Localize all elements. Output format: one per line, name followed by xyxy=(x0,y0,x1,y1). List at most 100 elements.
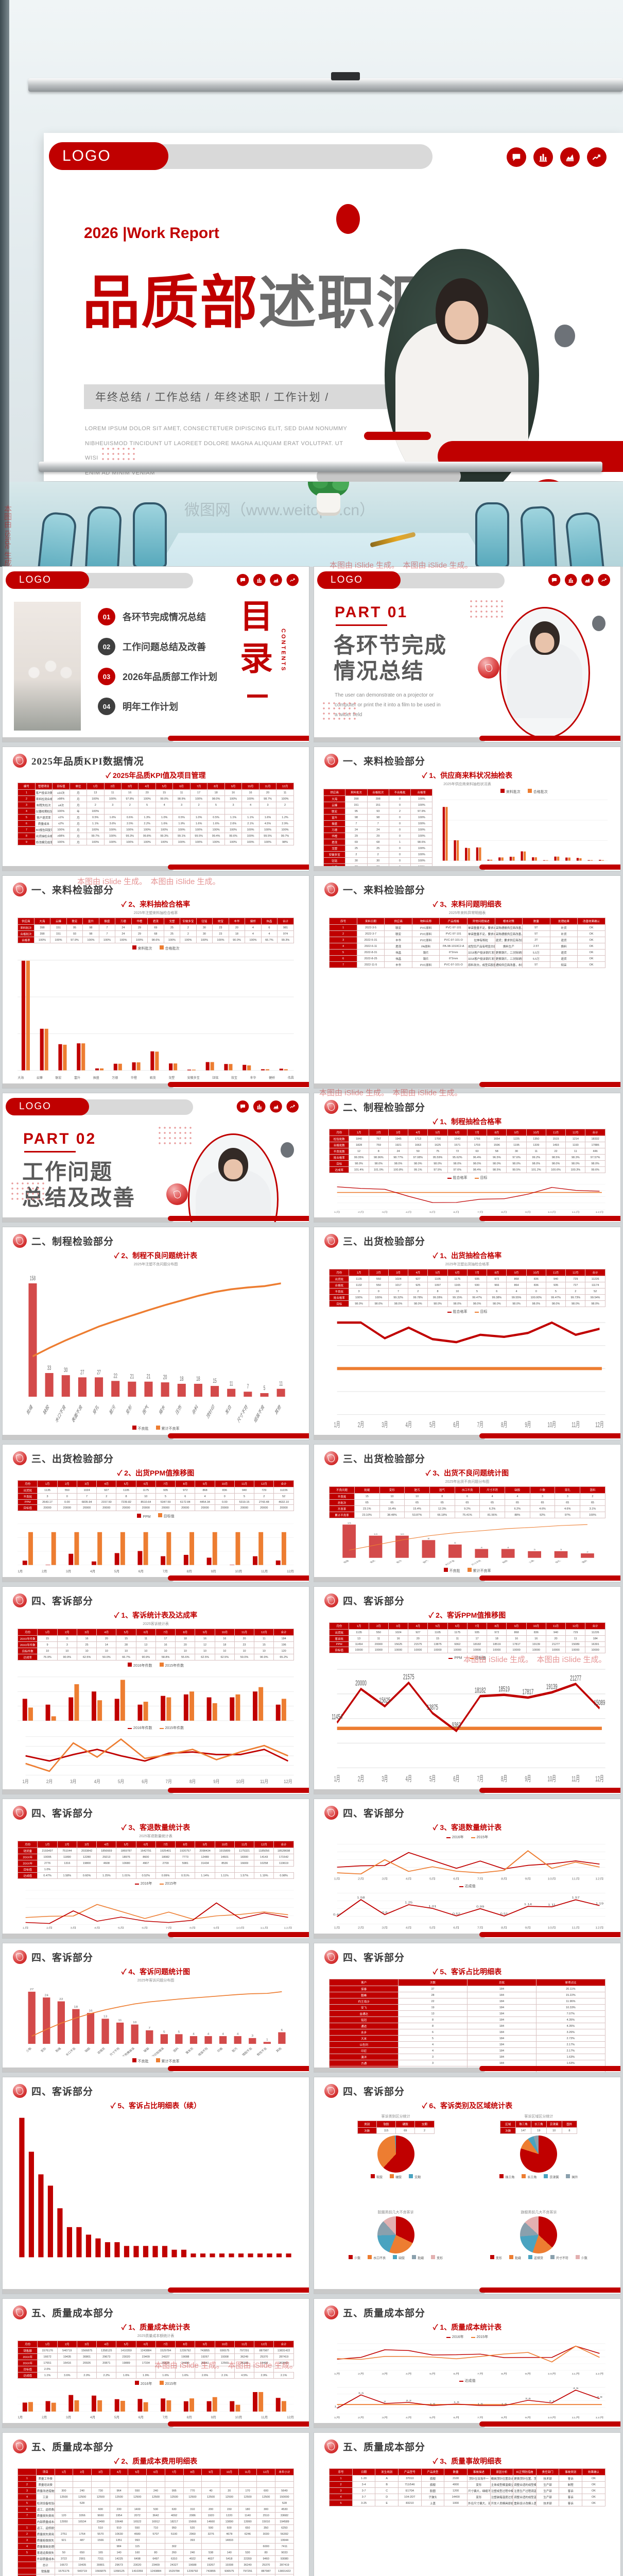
slide-title: 二、制程检验部分 xyxy=(31,1236,114,1247)
slide-thumbnail-18[interactable]: 四、客诉部分 ✓ 4、客诉问题统计图 2025年客诉问题分布图 27 24 22 18 16 1… xyxy=(3,1943,309,2072)
svg-text:9月: 9月 xyxy=(525,1926,531,1929)
trend-icon[interactable] xyxy=(587,147,607,167)
area-chart-icon[interactable] xyxy=(270,574,282,586)
slide-thumbnail-14[interactable]: 四、客诉部分 ✓ 1、客诉统计表及达成率 2025客诉统计表 月份 1月 2月 3月 4月 5月… xyxy=(3,1587,309,1794)
svg-text:11月: 11月 xyxy=(572,1211,580,1213)
svg-text:10月: 10月 xyxy=(548,1926,557,1929)
slide-thumbnail-11[interactable]: 三、出货检验部分 ✓ 1、出货抽检合格率 2025年注塑出货抽检合格率 月份 1月 2月 3… xyxy=(314,1227,620,1439)
x-label: 4月 xyxy=(90,1570,96,1573)
slide-thumbnail-17[interactable]: 四、客诉部分 ✓ 3、客退数量统计表 2016年 2015年 1月 2月 3月 4月 5月 6月 7… xyxy=(314,1799,620,1938)
data-table: 月份 1月 2月 3月 4月 5月 6月 7月 8月 9月 10月 11月 12月 合计 销货量 219349… xyxy=(18,1841,294,1879)
slide-thumbnail-4[interactable]: 2025年品质KPI数据情况 ✓ 2025年品质KPI值及项目管理 编号 管理项目 目标… xyxy=(3,747,309,871)
svg-text:7月: 7月 xyxy=(477,2416,483,2419)
thumbnail-row: 四、客诉部分 ✓ 1、客诉统计表及达成率 2025客诉统计表 月份 1月 2月 3月 4月 5月… xyxy=(3,1587,620,1794)
svg-text:3: 3 xyxy=(533,1549,535,1551)
svg-text:6月: 6月 xyxy=(453,1211,459,1213)
cover-slide[interactable]: LOGO 2026 |Work Report 品质部述职汇报 年终总结 / 工作… xyxy=(44,133,623,536)
legend-item: 批缝 xyxy=(509,2255,521,2260)
trend-icon[interactable] xyxy=(598,574,610,586)
trend-icon[interactable] xyxy=(286,574,299,586)
toc-item[interactable]: 03 2026年品质部工作计划 xyxy=(98,668,217,685)
svg-text:困气: 困气 xyxy=(422,1560,429,1564)
slide-thumbnail-19[interactable]: 四、客诉部分 ✓ 5、客诉占比明细表 客户 次数 总批 单项占比 保泰 37 184 20.11%… xyxy=(314,1943,620,2072)
slide-thumbnail-10[interactable]: 二、制程检验部分 ✓ 2、制程不良问题统计表 2025年注塑不良问题分布图 158 33… xyxy=(3,1227,309,1439)
svg-text:4: 4 xyxy=(207,2032,210,2036)
slide-thumbnail-25[interactable]: 五、质量成本部分 ✓ 3、质量事故明细表 序号 日期 发生线别 产品型号 产品类型 数量 事故描… xyxy=(314,2433,620,2576)
svg-text:下壳横装误: 下壳横装误 xyxy=(122,2046,136,2056)
area-chart-icon[interactable] xyxy=(560,147,580,167)
toc-item[interactable]: 04 明年工作计划 xyxy=(98,698,217,715)
thumbnail-row: 二、制程检验部分 ✓ 2、制程不良问题统计表 2025年注塑不良问题分布图 158 33… xyxy=(3,1227,620,1439)
cover-mockup: LOGO 2026 |Work Report 品质部述职汇报 年终总结 / 工作… xyxy=(0,0,623,574)
svg-text:4.5: 4.5 xyxy=(573,2387,579,2389)
toc-item[interactable]: 01 各环节完成情况总结 xyxy=(98,608,217,625)
bar-chart-icon[interactable] xyxy=(253,1100,266,1113)
slide-thumbnail-21[interactable]: 四、客诉部分 ✓ 6、客诉类别及区域统计表 客诉类别区分统计 类别 软胶 硬胶 交期 次数 11… xyxy=(314,2077,620,2294)
pie-cell: 胶圈类前几大不良客诉 少数 水口不良 缺胶 批缝 变形 xyxy=(349,2209,443,2285)
slide-thumbnail-9[interactable]: 二、制程检验部分 ✓ 1、制程抽检合格率 月份 1月 2月 3月 4月 5月 6月 7月 8月 9月 1… xyxy=(314,1093,620,1222)
comment-icon[interactable] xyxy=(236,1100,249,1113)
svg-text:2月: 2月 xyxy=(46,1778,53,1784)
slide-subtitle: ✓ 2、制程不良问题统计表 xyxy=(114,1251,198,1260)
slide-thumbnail-20[interactable]: 四、客诉部分 ✓ 5、客诉占比明细表（续） xyxy=(3,2077,309,2294)
slide-subtitle: ✓ 1、质量成本统计表 xyxy=(121,2323,191,2331)
slide-thumbnail-13[interactable]: 三、出货检验部分 ✓ 3、出货不良问题统计图 2025年出货不良问题分布图 不良问题批… xyxy=(314,1445,620,1582)
svg-text:10月: 10月 xyxy=(548,1421,557,1429)
chart-legend: 达成值 xyxy=(459,2378,476,2383)
svg-text:3月: 3月 xyxy=(382,1877,388,1880)
slide-thumbnail-3[interactable]: LOGO PART 01 各环节完成 情况总结 The user can demonst… xyxy=(314,567,620,742)
thumb-icon-row xyxy=(548,574,610,586)
comment-icon[interactable] xyxy=(548,574,561,586)
cover-icon-row xyxy=(507,147,607,167)
slide-header: 三、出货检验部分 xyxy=(314,1445,620,1465)
trend-icon[interactable] xyxy=(286,1100,299,1113)
area-chart-icon[interactable] xyxy=(270,1100,282,1113)
svg-text:15: 15 xyxy=(348,1522,351,1524)
svg-text:12月: 12月 xyxy=(595,2416,604,2419)
slide-header: 一、来料检验部分 xyxy=(314,747,620,768)
slide-footer-gray-bar xyxy=(314,1217,486,1222)
slide-thumbnail-5[interactable]: 一、来料检验部分 ✓ 1、供应商来料状况抽检表 2025年供应商来料抽检状况表 供应商… xyxy=(314,747,620,871)
slide-thumbnail-6[interactable]: 一、来料检验部分 ✓ 2、来料抽检合格率 2025年注塑来料抽检合格率 供应商 大海 云臻… xyxy=(3,876,309,1088)
toc-item[interactable]: 02 工作问题总结及改善 xyxy=(98,638,217,655)
bar-chart-icon[interactable] xyxy=(564,574,577,586)
slide-thumbnail-7[interactable]: 一、来料检验部分 ✓ 3、来料问题明细表 2025年来料异常明细表 序号 来料日期 供应商… xyxy=(314,876,620,1088)
teardrop-icon xyxy=(324,754,338,768)
slide-thumbnail-15[interactable]: 四、客诉部分 ✓ 2、客诉PPM值推移图 月份 1月 2月 3月 4月 5月 6月 7月 8月 9月 1… xyxy=(314,1587,620,1794)
legend-item: 2015年 xyxy=(471,1835,488,1840)
slide-title: 四、客诉部分 xyxy=(31,1953,94,1963)
slide-header: 三、出货检验部分 xyxy=(314,1227,620,1248)
chart-legend: 达成值 xyxy=(459,1884,476,1889)
svg-text:7月: 7月 xyxy=(477,2372,483,2376)
x-label: 10月 xyxy=(235,2416,243,2419)
svg-text:6: 6 xyxy=(454,1543,456,1545)
slide-thumbnail-12[interactable]: 三、出货检验部分 ✓ 2、出货PPM值推移图 月份 1月 2月 3月 4月 5月 6月 7月 8月 9… xyxy=(3,1445,309,1582)
slide-thumbnail-2[interactable]: LOGO 01 各环节完成情况总结 02 工作问题总结及改善 03 2026年品质部工作计划… xyxy=(3,567,309,742)
logo-badge: LOGO xyxy=(6,571,89,589)
svg-text:12月: 12月 xyxy=(595,1421,604,1429)
slide-thumbnail-22[interactable]: 五、质量成本部分 ✓ 1、质量成本统计表 2025质量成本额统计表 月份 1月 2月 3月 4… xyxy=(3,2299,309,2428)
data-table: 客户 次数 总批 单项占比 保泰 37 184 20.11% 毅峰 28 184 15.22% 约王海沙… xyxy=(329,1979,605,2072)
svg-text:4月: 4月 xyxy=(406,2372,412,2376)
bar-chart-icon[interactable] xyxy=(533,147,553,167)
comment-icon[interactable] xyxy=(507,147,526,167)
slide-thumbnail-23[interactable]: 五、质量成本部分 ✓ 1、质量成本统计表 2016年 2015年 1月 2月 3月 4月 5月 6… xyxy=(314,2299,620,2428)
line-chart: 0.47 1.58 0.6 1.25 1.01 0.52 0.99 0.51 1.14 1.11 1… xyxy=(329,1891,605,1930)
svg-text:假性不良: 假性不良 xyxy=(256,2046,268,2056)
slide-footer-red-bar xyxy=(479,1932,620,1937)
svg-text:18519: 18519 xyxy=(498,1684,510,1693)
slide-title: 一、来料检验部分 xyxy=(343,885,426,896)
slide-subtitle: ✓ 2、出货PPM值推移图 xyxy=(117,1469,195,1477)
chart-legend: 2016年 2015年 xyxy=(446,2334,488,2340)
svg-text:7月: 7月 xyxy=(477,1421,483,1429)
slide-header: 四、客诉部分 xyxy=(3,1587,309,1607)
bar-chart-icon[interactable] xyxy=(253,574,266,586)
slide-thumbnail-16[interactable]: 四、客诉部分 ✓ 3、客退数量统计表 2025客退数量统计表 月份 1月 2月 3月 4月 5月… xyxy=(3,1799,309,1938)
pie-chart xyxy=(520,2136,558,2173)
slide-footer-red-bar xyxy=(479,1575,620,1581)
slide-thumbnail-24[interactable]: 五、质量成本部分 ✓ 2、质量成本费用明细表 项目 1月 2月 3月 4月 5月 6月 7月 8月 9… xyxy=(3,2433,309,2576)
comment-icon[interactable] xyxy=(236,574,249,586)
svg-text:10月: 10月 xyxy=(548,1774,557,1783)
area-chart-icon[interactable] xyxy=(581,574,594,586)
